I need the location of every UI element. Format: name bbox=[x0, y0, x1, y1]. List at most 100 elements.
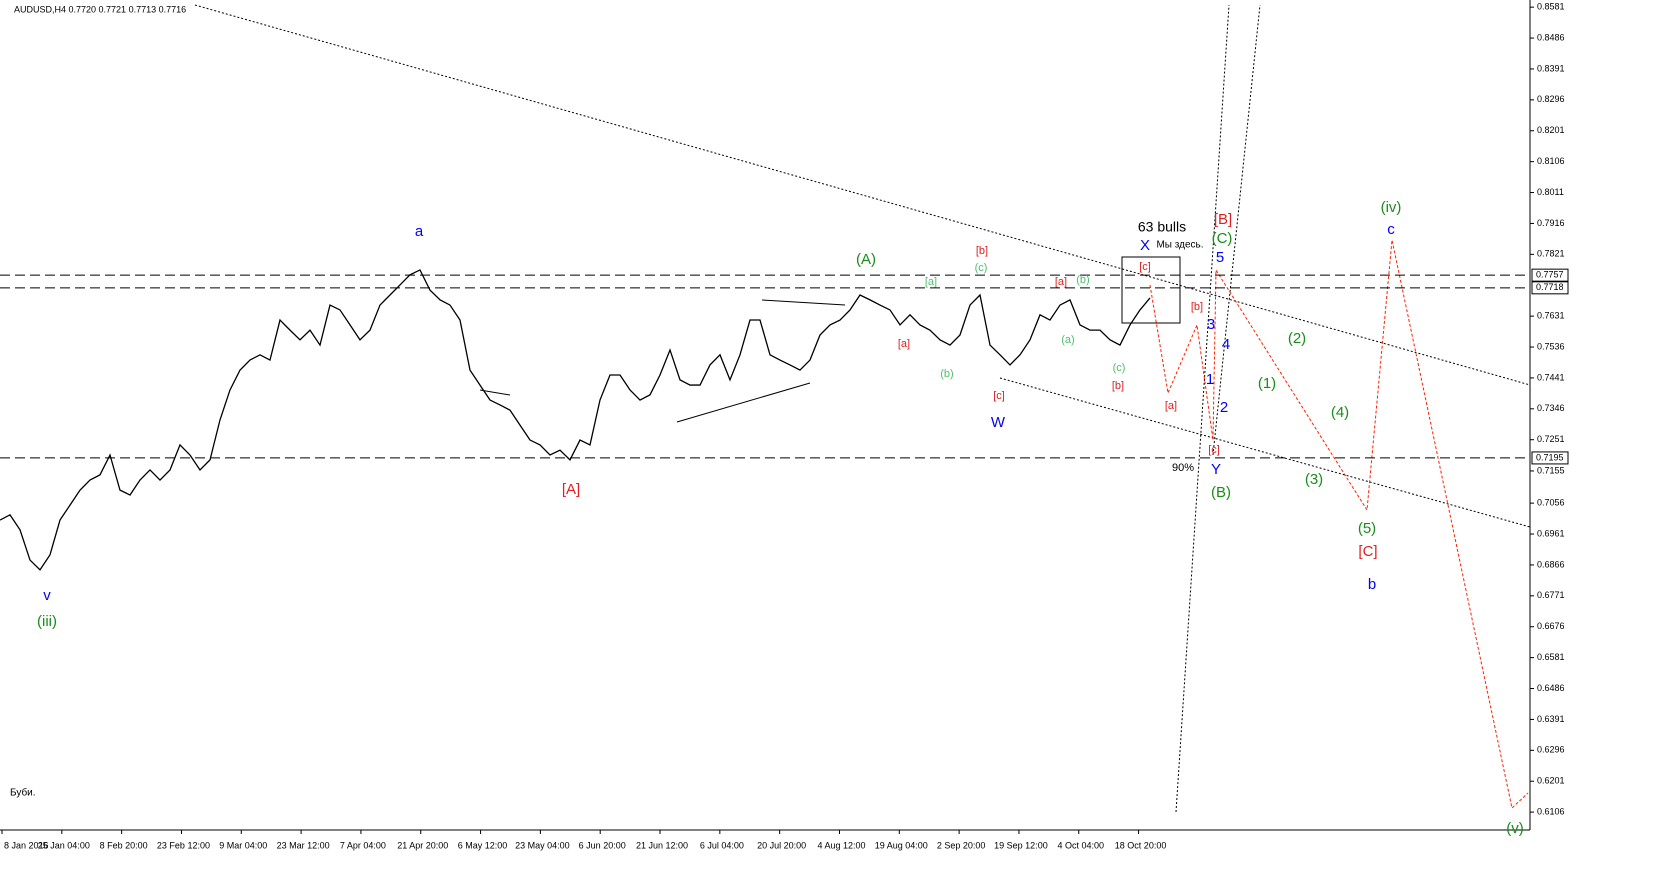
x-tick-label: 6 May 12:00 bbox=[458, 840, 508, 850]
wave-label: [A] bbox=[562, 481, 580, 498]
trend-lines bbox=[194, 4, 1531, 813]
pattern-line bbox=[676, 382, 811, 423]
wave-label: X bbox=[1140, 237, 1150, 254]
wave-label: [a] bbox=[1055, 276, 1067, 288]
note: Мы здесь. bbox=[1156, 240, 1203, 251]
y-tick-label: 0.8106 bbox=[1537, 156, 1565, 166]
x-tick-label: 23 Mar 12:00 bbox=[277, 840, 330, 850]
x-tick-label: 23 Feb 12:00 bbox=[157, 840, 210, 850]
y-tick-label: 0.6391 bbox=[1537, 714, 1565, 724]
x-tick-label: 19 Sep 12:00 bbox=[994, 840, 1048, 850]
wave-label: (a) bbox=[1061, 334, 1074, 346]
wave-label: (C) bbox=[1212, 230, 1233, 247]
wave-label: 3 bbox=[1207, 316, 1215, 333]
y-tick-label: 0.6676 bbox=[1537, 621, 1565, 631]
price-line bbox=[0, 269, 1151, 571]
y-tick-label: 0.8201 bbox=[1537, 125, 1565, 135]
wave-label: (iii) bbox=[37, 613, 57, 630]
y-tick-label: 0.6296 bbox=[1537, 745, 1565, 755]
x-tick-label: 9 Mar 04:00 bbox=[219, 840, 267, 850]
channel-line bbox=[1212, 4, 1261, 456]
wave-label: [a] bbox=[925, 276, 937, 288]
level-label-box bbox=[1531, 268, 1569, 282]
note: 90% bbox=[1172, 462, 1194, 474]
wave-label: [c] bbox=[993, 390, 1005, 402]
wave-label: [b] bbox=[976, 245, 988, 257]
x-tick-label: 7 Apr 04:00 bbox=[340, 840, 386, 850]
y-tick-label: 0.8296 bbox=[1537, 94, 1565, 104]
x-tick-label: 4 Oct 04:00 bbox=[1057, 840, 1104, 850]
y-tick-label: 0.8011 bbox=[1537, 187, 1564, 197]
wave-label: 1 bbox=[1206, 371, 1214, 388]
wave-label: [c] bbox=[1208, 444, 1220, 456]
y-tick-label: 0.7441 bbox=[1537, 372, 1565, 382]
y-tick-label: 0.6486 bbox=[1537, 683, 1565, 693]
chart-title: AUDUSD,H4 0.7720 0.7721 0.7713 0.7716 bbox=[14, 4, 186, 14]
y-tick-label: 0.7155 bbox=[1537, 465, 1565, 475]
wave-label: (iv) bbox=[1381, 199, 1402, 216]
x-tick-label: 23 May 04:00 bbox=[515, 840, 570, 850]
x-tick-label: 2 Sep 20:00 bbox=[937, 840, 986, 850]
x-tick-label: 8 Jan 2016 bbox=[4, 840, 49, 850]
patterns bbox=[479, 256, 1181, 423]
wave-label: [a] bbox=[1165, 400, 1177, 412]
wave-label: a bbox=[415, 223, 424, 240]
x-tick-label: 18 Oct 20:00 bbox=[1115, 840, 1167, 850]
wave-label: (2) bbox=[1288, 330, 1306, 347]
level-label: 0.7195 bbox=[1536, 452, 1564, 462]
forecast-path bbox=[1149, 239, 1529, 809]
wave-label: [B] bbox=[1214, 211, 1232, 228]
current-box bbox=[1121, 256, 1181, 324]
x-tick-label: 20 Jul 20:00 bbox=[757, 840, 806, 850]
note: 63 bulls bbox=[1138, 219, 1186, 235]
x-tick-label: 19 Aug 04:00 bbox=[875, 840, 928, 850]
y-tick-label: 0.7631 bbox=[1537, 311, 1565, 321]
level-label-box bbox=[1531, 451, 1569, 465]
level-label: 0.7718 bbox=[1536, 282, 1564, 292]
x-tick-label: 8 Feb 20:00 bbox=[100, 840, 148, 850]
level-label-box bbox=[1531, 281, 1569, 295]
trend-line bbox=[194, 4, 1531, 386]
y-tick-label: 0.6961 bbox=[1537, 528, 1565, 538]
wave-label: 4 bbox=[1222, 336, 1230, 353]
x-tick-label: 21 Jun 12:00 bbox=[636, 840, 688, 850]
wave-label: c bbox=[1387, 221, 1395, 238]
y-tick-label: 0.7251 bbox=[1537, 434, 1565, 444]
wave-label: [C] bbox=[1358, 543, 1377, 560]
wave-label: (3) bbox=[1305, 471, 1323, 488]
wave-label: (4) bbox=[1331, 404, 1349, 421]
wave-label: (b) bbox=[1076, 274, 1089, 286]
level-label: 0.7757 bbox=[1536, 270, 1564, 280]
y-tick-label: 0.8391 bbox=[1537, 63, 1565, 73]
pattern-line bbox=[479, 389, 511, 396]
y-tick-label: 0.7536 bbox=[1537, 341, 1565, 351]
wave-label: (1) bbox=[1258, 375, 1276, 392]
y-tick-label: 0.6771 bbox=[1537, 590, 1565, 600]
y-tick-label: 0.8581 bbox=[1537, 2, 1565, 12]
wave-label: Y bbox=[1211, 461, 1221, 478]
y-tick-label: 0.7056 bbox=[1537, 498, 1565, 508]
wave-label: (c) bbox=[975, 262, 988, 274]
y-tick-label: 0.8486 bbox=[1537, 32, 1565, 42]
wave-label: (B) bbox=[1211, 484, 1231, 501]
channel-line bbox=[1175, 4, 1230, 813]
wave-label: (5) bbox=[1358, 520, 1376, 537]
wave-label: b bbox=[1368, 576, 1376, 593]
x-tick-label: 6 Jun 20:00 bbox=[579, 840, 626, 850]
wave-label: (v) bbox=[1506, 820, 1524, 837]
wave-label: [b] bbox=[1191, 301, 1203, 313]
wave-label: 5 bbox=[1216, 249, 1224, 266]
wave-label: v bbox=[43, 587, 51, 604]
y-tick-label: 0.7346 bbox=[1537, 403, 1565, 413]
y-tick-label: 0.6201 bbox=[1537, 776, 1565, 786]
wave-label: [a] bbox=[898, 338, 910, 350]
y-tick-label: 0.6106 bbox=[1537, 806, 1565, 816]
wave-label: [c] bbox=[1139, 261, 1151, 273]
y-tick-label: 0.6581 bbox=[1537, 652, 1565, 662]
footer-note: Буби. bbox=[10, 787, 36, 799]
y-tick-label: 0.7821 bbox=[1537, 249, 1565, 259]
pattern-line bbox=[761, 299, 846, 306]
wave-label: (A) bbox=[856, 251, 876, 268]
